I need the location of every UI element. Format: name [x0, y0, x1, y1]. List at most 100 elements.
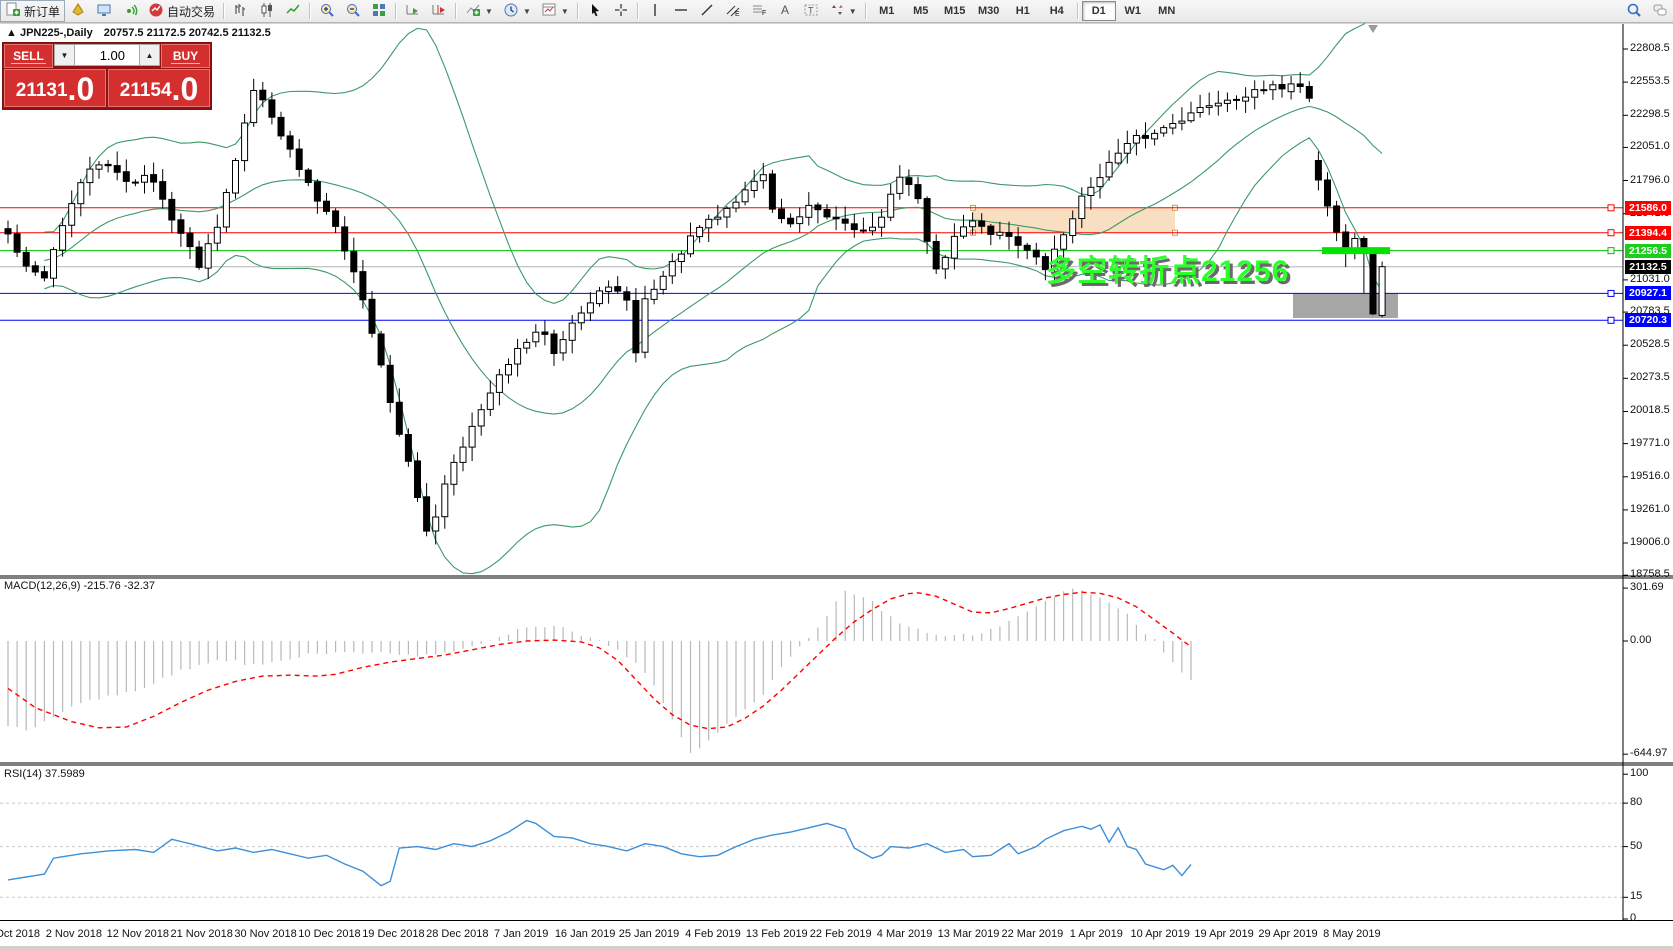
- price-axis-tick: 22553.5: [1630, 75, 1670, 88]
- x-axis-label: 25 Jan 2019: [618, 928, 680, 940]
- toolbar-button-fibonacci[interactable]: F: [746, 0, 772, 22]
- rsi-axis-tick: 0: [1630, 912, 1637, 924]
- auto-scroll-icon: [405, 2, 421, 21]
- dropdown-arrow-icon[interactable]: ▼: [522, 6, 531, 16]
- chart-text-annotation[interactable]: 多空转折点21256: [1046, 255, 1290, 288]
- sell-button[interactable]: SELL: [4, 44, 53, 68]
- dropdown-arrow-icon[interactable]: ▼: [485, 6, 493, 16]
- toolbar-button-tile-windows[interactable]: [366, 0, 392, 22]
- toolbar-button-terminal[interactable]: [91, 0, 117, 22]
- buy-button[interactable]: BUY: [161, 44, 210, 68]
- equidistant-channel-icon: E: [725, 2, 741, 21]
- chat-icon: [1652, 2, 1668, 21]
- timeframe-button-d1[interactable]: D1: [1081, 1, 1116, 21]
- x-axis-label: 10 Dec 2018: [298, 928, 361, 940]
- buy-price-button[interactable]: 21154.0: [108, 69, 210, 107]
- zoom-in-icon: [319, 2, 335, 21]
- svg-text:F: F: [762, 10, 766, 17]
- dropdown-arrow-icon[interactable]: ▼: [560, 6, 569, 16]
- toolbar-button-indicators[interactable]: ▼: [460, 0, 498, 22]
- toolbar-button-horizontal-line[interactable]: [668, 0, 694, 22]
- templates-icon: [541, 2, 557, 21]
- x-axis-label: 4 Mar 2019: [876, 928, 933, 940]
- x-axis-label: 8 May 2019: [1323, 928, 1381, 940]
- timeframe-button-m15[interactable]: M15: [944, 5, 966, 17]
- toolbar-button-periods[interactable]: ▼: [498, 0, 536, 22]
- level-price-tag: 21256.5: [1625, 243, 1671, 258]
- text-label-icon: T: [803, 2, 819, 21]
- toolbar-separator: [636, 3, 639, 19]
- toolbar-button-vertical-line[interactable]: [642, 0, 668, 22]
- volume-input[interactable]: 1.00: [75, 44, 139, 66]
- text-icon: A: [777, 2, 793, 21]
- periods-icon: [503, 2, 519, 21]
- timeframe-button-h4[interactable]: H4: [1049, 5, 1064, 17]
- level-price-tag: 21586.0: [1625, 200, 1671, 215]
- cursor-icon: [587, 2, 603, 21]
- toolbar-button-signal[interactable]: [117, 0, 143, 22]
- rsi-axis-tick: 80: [1630, 796, 1643, 809]
- toolbar-button-autotrade[interactable]: 自动交易: [143, 0, 220, 22]
- toolbar-button-cursor[interactable]: [582, 0, 608, 22]
- toolbar-button-line-chart[interactable]: [280, 0, 306, 22]
- toolbar-button-zoom-out[interactable]: [340, 0, 366, 22]
- toolbar-button-chat[interactable]: [1647, 0, 1673, 22]
- timeframe-button-m30[interactable]: M30: [978, 5, 1000, 17]
- timeframe-button-h1[interactable]: H1: [1015, 5, 1030, 17]
- timeframe-button-m5[interactable]: M5: [913, 5, 929, 17]
- collapse-arrow-icon[interactable]: ▲: [6, 27, 17, 39]
- toolbar-button-chart-shift[interactable]: [426, 0, 452, 22]
- toolbar-button-text[interactable]: A: [772, 0, 798, 22]
- toolbar-button-bar-chart[interactable]: [228, 0, 254, 22]
- toolbar-button-candle-chart[interactable]: [254, 0, 280, 22]
- symbol-period-label: JPN225-,Daily: [19, 27, 93, 39]
- toolbar-button-search[interactable]: [1621, 0, 1647, 22]
- toolbar-button-auto-scroll[interactable]: [400, 0, 426, 22]
- toolbar-button-new-order[interactable]: 新订单: [0, 0, 66, 22]
- sell-price: 21131: [15, 80, 68, 101]
- toolbar-button-equidistant-channel[interactable]: E: [720, 0, 746, 22]
- volume-increase-button[interactable]: ▲: [139, 44, 160, 66]
- x-axis-label: 21 Nov 2018: [170, 928, 233, 940]
- zoom-out-icon: [345, 2, 361, 21]
- timeframe-button-m1[interactable]: M1: [879, 5, 895, 17]
- sell-price-button[interactable]: 21131.0: [4, 69, 106, 107]
- rsi-axis-tick: 100: [1630, 767, 1649, 780]
- svg-text:E: E: [735, 11, 740, 18]
- toolbar-separator: [576, 3, 579, 19]
- toolbar-separator: [309, 3, 312, 19]
- toolbar-button-arrows[interactable]: ▼: [824, 0, 862, 22]
- price-axis-tick: 18758.5: [1630, 568, 1670, 581]
- dropdown-arrow-icon[interactable]: ▼: [848, 6, 857, 16]
- toolbar-button-crosshair[interactable]: [608, 0, 634, 22]
- toolbar-button-trend-line[interactable]: [694, 0, 720, 22]
- toolbar-button-templates[interactable]: ▼: [536, 0, 574, 22]
- terminal-icon: [96, 2, 112, 21]
- x-axis-label: 22 Mar 2019: [1001, 928, 1064, 940]
- x-axis-label: 28 Dec 2018: [426, 928, 489, 940]
- x-axis-label: 2 Nov 2018: [45, 928, 103, 940]
- price-axis-tick: 21031.0: [1630, 272, 1670, 285]
- tile-windows-icon: [371, 2, 387, 21]
- macd-axis-tick: -644.97: [1630, 747, 1668, 760]
- autotrade-label: 自动交易: [167, 4, 216, 19]
- price-axis-tick: 20528.5: [1630, 338, 1670, 351]
- current-price-tag: 21132.5: [1625, 259, 1671, 274]
- toolbar-button-mql[interactable]: [65, 0, 91, 22]
- ohlc-readout: 20757.5 21172.5 20742.5 21132.5: [103, 27, 271, 39]
- bar-chart-icon: [233, 2, 249, 21]
- rsi-indicator-label: RSI(14) 37.5989: [4, 768, 85, 780]
- toolbar-button-zoom-in[interactable]: [314, 0, 340, 22]
- timeframe-button-mn[interactable]: MN: [1158, 5, 1176, 17]
- toolbar-button-text-label[interactable]: T: [798, 0, 824, 22]
- volume-decrease-button[interactable]: ▼: [54, 44, 75, 66]
- arrows-icon: [829, 2, 845, 21]
- line-chart-icon: [285, 2, 301, 21]
- x-axis-label: 16 Jan 2019: [554, 928, 616, 940]
- price-axis-tick: 20018.5: [1630, 404, 1670, 417]
- x-axis-label: 30 Nov 2018: [234, 928, 297, 940]
- timeframe-button-w1[interactable]: W1: [1124, 5, 1141, 17]
- signal-icon: [122, 2, 138, 21]
